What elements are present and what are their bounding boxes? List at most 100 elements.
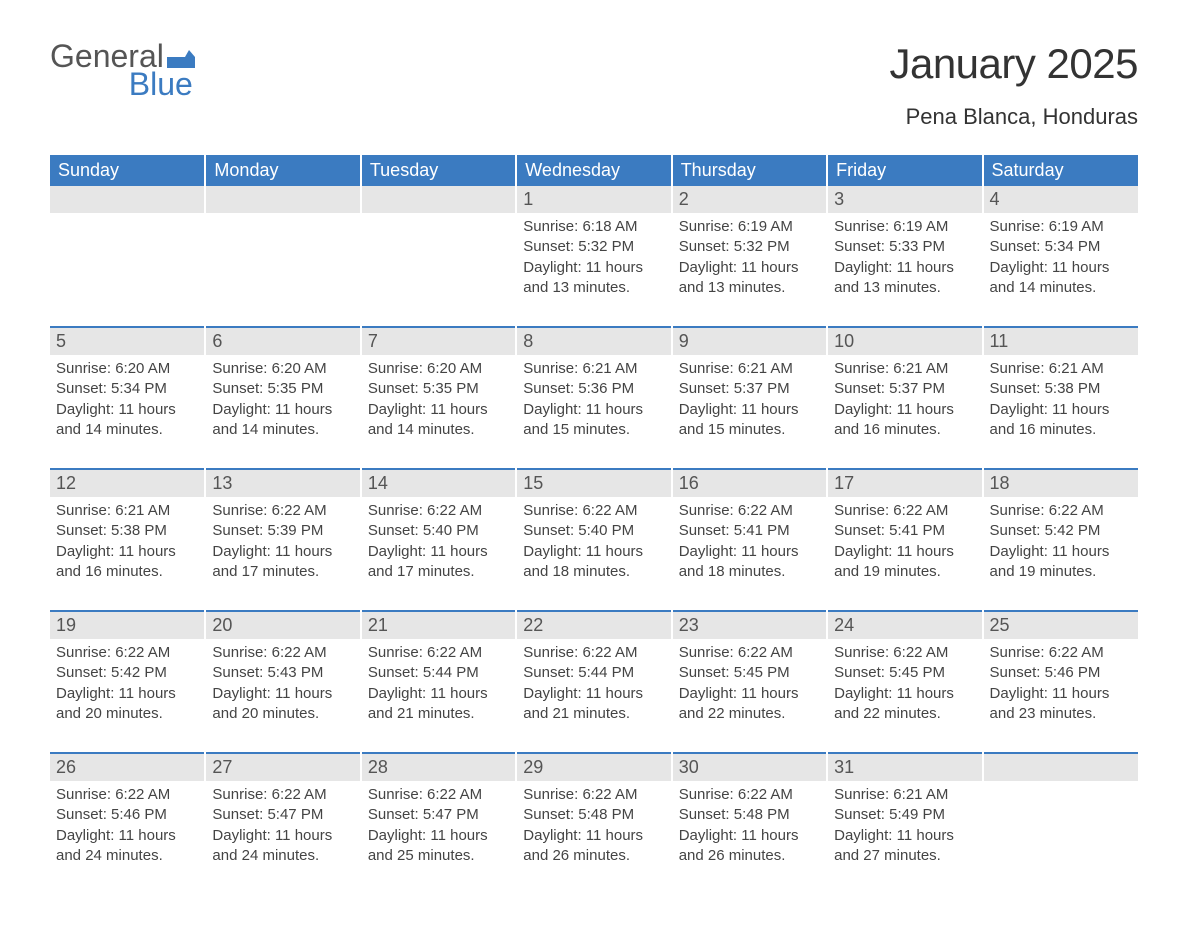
day-d1: Daylight: 11 hours — [990, 684, 1132, 704]
day-sunrise: Sunrise: 6:22 AM — [368, 785, 509, 805]
day-number: 27 — [206, 754, 359, 781]
day-d1: Daylight: 11 hours — [679, 826, 820, 846]
day-details: Sunrise: 6:22 AMSunset: 5:40 PMDaylight:… — [362, 497, 515, 610]
day-number: 29 — [517, 754, 670, 781]
day-sunset: Sunset: 5:34 PM — [56, 379, 198, 399]
weekday-header: Wednesday — [516, 155, 671, 186]
day-cell: 30Sunrise: 6:22 AMSunset: 5:48 PMDayligh… — [672, 753, 827, 894]
day-sunrise: Sunrise: 6:22 AM — [679, 501, 820, 521]
day-d2: and 17 minutes. — [212, 562, 353, 582]
day-details: Sunrise: 6:22 AMSunset: 5:48 PMDaylight:… — [517, 781, 670, 894]
day-sunset: Sunset: 5:37 PM — [834, 379, 975, 399]
day-number: 17 — [828, 470, 981, 497]
day-d1: Daylight: 11 hours — [56, 684, 198, 704]
day-cell: 21Sunrise: 6:22 AMSunset: 5:44 PMDayligh… — [361, 611, 516, 753]
day-sunset: Sunset: 5:41 PM — [679, 521, 820, 541]
title-block: January 2025 Pena Blanca, Honduras — [889, 40, 1138, 130]
day-cell: 19Sunrise: 6:22 AMSunset: 5:42 PMDayligh… — [50, 611, 205, 753]
day-d1: Daylight: 11 hours — [56, 542, 198, 562]
week-row: 5Sunrise: 6:20 AMSunset: 5:34 PMDaylight… — [50, 327, 1138, 469]
day-number: 21 — [362, 612, 515, 639]
day-d2: and 15 minutes. — [679, 420, 820, 440]
day-sunrise: Sunrise: 6:22 AM — [368, 643, 509, 663]
day-cell — [205, 186, 360, 327]
day-cell: 26Sunrise: 6:22 AMSunset: 5:46 PMDayligh… — [50, 753, 205, 894]
day-d2: and 19 minutes. — [834, 562, 975, 582]
day-cell: 24Sunrise: 6:22 AMSunset: 5:45 PMDayligh… — [827, 611, 982, 753]
day-d2: and 14 minutes. — [990, 278, 1132, 298]
day-number: 22 — [517, 612, 670, 639]
day-number: 11 — [984, 328, 1138, 355]
day-sunset: Sunset: 5:47 PM — [212, 805, 353, 825]
day-d2: and 16 minutes. — [56, 562, 198, 582]
day-d1: Daylight: 11 hours — [834, 400, 975, 420]
day-number: 20 — [206, 612, 359, 639]
day-sunset: Sunset: 5:34 PM — [990, 237, 1132, 257]
week-row: 12Sunrise: 6:21 AMSunset: 5:38 PMDayligh… — [50, 469, 1138, 611]
day-details: Sunrise: 6:22 AMSunset: 5:46 PMDaylight:… — [984, 639, 1138, 752]
day-sunrise: Sunrise: 6:22 AM — [990, 501, 1132, 521]
day-cell: 25Sunrise: 6:22 AMSunset: 5:46 PMDayligh… — [983, 611, 1138, 753]
day-d1: Daylight: 11 hours — [212, 542, 353, 562]
day-sunset: Sunset: 5:33 PM — [834, 237, 975, 257]
day-details — [362, 213, 515, 303]
day-d1: Daylight: 11 hours — [56, 400, 198, 420]
day-d1: Daylight: 11 hours — [212, 684, 353, 704]
day-number — [362, 186, 515, 213]
calendar-table: SundayMondayTuesdayWednesdayThursdayFrid… — [50, 155, 1138, 894]
day-d1: Daylight: 11 hours — [834, 258, 975, 278]
day-cell: 4Sunrise: 6:19 AMSunset: 5:34 PMDaylight… — [983, 186, 1138, 327]
day-sunrise: Sunrise: 6:22 AM — [523, 643, 664, 663]
day-d2: and 18 minutes. — [523, 562, 664, 582]
day-sunset: Sunset: 5:47 PM — [368, 805, 509, 825]
day-sunrise: Sunrise: 6:20 AM — [212, 359, 353, 379]
day-d1: Daylight: 11 hours — [212, 826, 353, 846]
day-sunrise: Sunrise: 6:22 AM — [523, 785, 664, 805]
day-d1: Daylight: 11 hours — [523, 258, 664, 278]
day-sunrise: Sunrise: 6:22 AM — [212, 785, 353, 805]
day-details: Sunrise: 6:20 AMSunset: 5:35 PMDaylight:… — [362, 355, 515, 468]
weekday-header: Thursday — [672, 155, 827, 186]
day-d2: and 20 minutes. — [212, 704, 353, 724]
day-d2: and 16 minutes. — [990, 420, 1132, 440]
day-number — [984, 754, 1138, 781]
logo: General Blue — [50, 40, 195, 100]
day-sunrise: Sunrise: 6:22 AM — [56, 643, 198, 663]
day-d1: Daylight: 11 hours — [679, 542, 820, 562]
day-sunrise: Sunrise: 6:22 AM — [368, 501, 509, 521]
day-d1: Daylight: 11 hours — [523, 826, 664, 846]
day-d1: Daylight: 11 hours — [523, 684, 664, 704]
day-sunrise: Sunrise: 6:21 AM — [56, 501, 198, 521]
day-cell: 29Sunrise: 6:22 AMSunset: 5:48 PMDayligh… — [516, 753, 671, 894]
day-number: 7 — [362, 328, 515, 355]
day-sunset: Sunset: 5:41 PM — [834, 521, 975, 541]
day-sunset: Sunset: 5:35 PM — [212, 379, 353, 399]
day-d2: and 22 minutes. — [679, 704, 820, 724]
week-row: 19Sunrise: 6:22 AMSunset: 5:42 PMDayligh… — [50, 611, 1138, 753]
day-details: Sunrise: 6:21 AMSunset: 5:38 PMDaylight:… — [984, 355, 1138, 468]
day-details: Sunrise: 6:22 AMSunset: 5:41 PMDaylight:… — [828, 497, 981, 610]
day-sunrise: Sunrise: 6:19 AM — [990, 217, 1132, 237]
day-number: 6 — [206, 328, 359, 355]
day-d1: Daylight: 11 hours — [523, 400, 664, 420]
day-sunset: Sunset: 5:42 PM — [990, 521, 1132, 541]
day-details: Sunrise: 6:21 AMSunset: 5:37 PMDaylight:… — [673, 355, 826, 468]
weekday-header: Sunday — [50, 155, 205, 186]
day-cell: 5Sunrise: 6:20 AMSunset: 5:34 PMDaylight… — [50, 327, 205, 469]
day-d1: Daylight: 11 hours — [990, 542, 1132, 562]
day-cell: 7Sunrise: 6:20 AMSunset: 5:35 PMDaylight… — [361, 327, 516, 469]
day-sunset: Sunset: 5:32 PM — [679, 237, 820, 257]
day-cell: 22Sunrise: 6:22 AMSunset: 5:44 PMDayligh… — [516, 611, 671, 753]
day-details: Sunrise: 6:22 AMSunset: 5:42 PMDaylight:… — [50, 639, 204, 752]
day-sunrise: Sunrise: 6:22 AM — [679, 643, 820, 663]
day-details: Sunrise: 6:22 AMSunset: 5:48 PMDaylight:… — [673, 781, 826, 894]
day-d1: Daylight: 11 hours — [368, 826, 509, 846]
day-d2: and 14 minutes. — [56, 420, 198, 440]
day-number: 9 — [673, 328, 826, 355]
day-number: 24 — [828, 612, 981, 639]
day-details: Sunrise: 6:21 AMSunset: 5:36 PMDaylight:… — [517, 355, 670, 468]
day-details: Sunrise: 6:18 AMSunset: 5:32 PMDaylight:… — [517, 213, 670, 326]
day-details: Sunrise: 6:19 AMSunset: 5:32 PMDaylight:… — [673, 213, 826, 326]
day-cell — [983, 753, 1138, 894]
day-details: Sunrise: 6:21 AMSunset: 5:38 PMDaylight:… — [50, 497, 204, 610]
